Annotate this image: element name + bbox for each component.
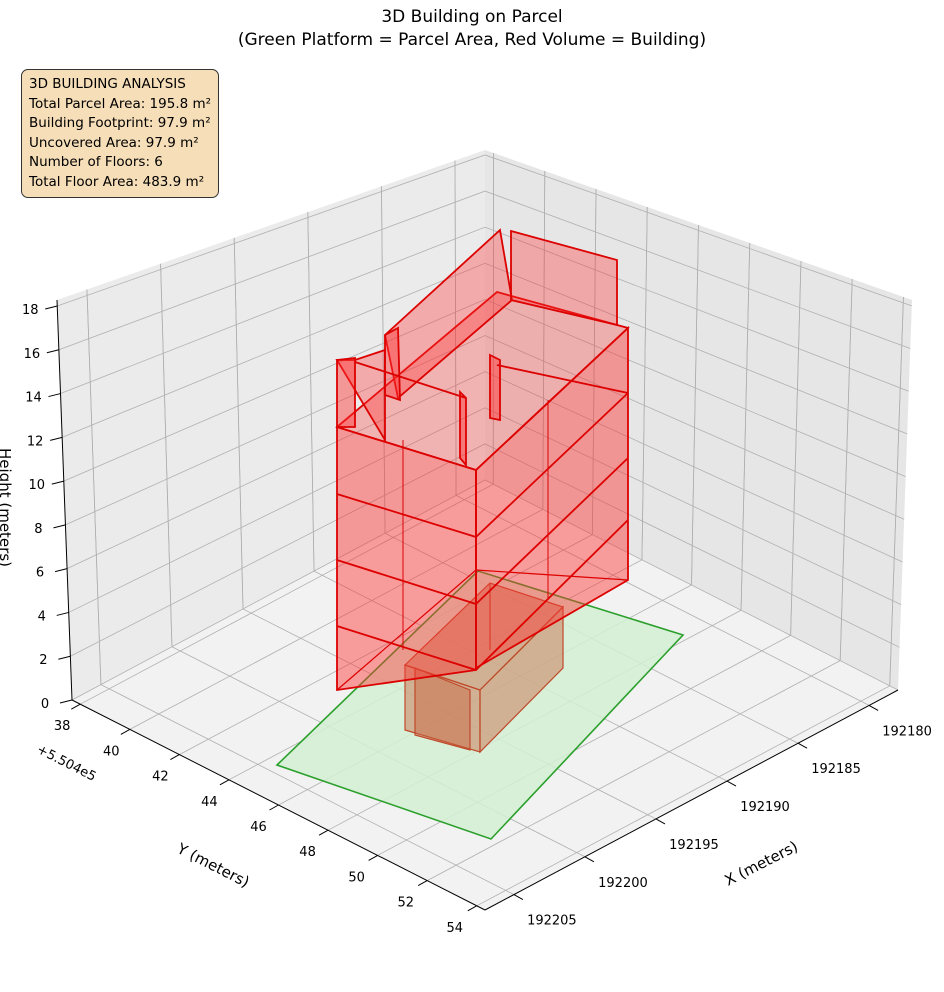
x-tick-label: 192190 xyxy=(740,800,790,815)
z-tick-label: 14 xyxy=(25,391,42,406)
y-vertical-gridline xyxy=(839,278,853,661)
x-tick-mark xyxy=(513,894,524,901)
x-tick-label: 192185 xyxy=(811,762,861,777)
left-back-pane xyxy=(57,150,485,700)
y-axis-line xyxy=(71,699,486,911)
z-tick-mark xyxy=(48,393,61,398)
x-axis-label: X (meters) xyxy=(722,837,801,889)
z-tick-label: 6 xyxy=(36,566,44,581)
y-tick-label: 44 xyxy=(201,795,218,810)
y-vertical-gridline xyxy=(740,242,751,611)
y-tick-mark xyxy=(368,854,378,861)
z-tick-label: 12 xyxy=(27,434,44,449)
x-vertical-gridline xyxy=(86,289,102,685)
x-tick-mark xyxy=(797,742,808,749)
z-gridline xyxy=(57,154,912,307)
x-vertical-gridline xyxy=(160,263,173,647)
z-tick-label: 4 xyxy=(38,609,46,624)
z-tick-label: 0 xyxy=(41,697,49,712)
info-floor-area: Total Floor Area: 483.9 m² xyxy=(29,173,205,190)
y-tick-label: 48 xyxy=(299,845,316,860)
z-axis-line xyxy=(56,299,73,701)
y-offset-label: +5.504e5 xyxy=(34,742,98,785)
x-tick-label: 192180 xyxy=(882,724,932,739)
x-tick-mark xyxy=(655,818,666,825)
y-axis-label: Y (meters) xyxy=(173,839,252,891)
y-tick-label: 40 xyxy=(103,744,120,759)
z-gridline xyxy=(68,407,902,613)
y-tick-label: 38 xyxy=(54,719,71,734)
z-tick-mark xyxy=(46,349,59,354)
x-vertical-gridline xyxy=(307,212,315,572)
y-tick-mark xyxy=(170,754,180,761)
x-tick-mark xyxy=(726,780,737,787)
axis-lines xyxy=(45,299,899,912)
z-tick-mark xyxy=(50,436,63,441)
x-vertical-gridline xyxy=(233,237,244,609)
info-footprint: Building Footprint: 97.9 m² xyxy=(29,115,211,131)
info-floors: Number of Floors: 6 xyxy=(29,154,163,170)
y-vertical-gridline xyxy=(691,224,699,586)
y-vertical-gridline xyxy=(889,296,904,686)
analysis-info-box: 3D BUILDING ANALYSIS Total Parcel Area: … xyxy=(21,69,220,198)
y-tick-label: 42 xyxy=(152,770,169,785)
y-tick-mark xyxy=(417,880,428,887)
y-tick-mark xyxy=(120,728,131,735)
z-tick-mark xyxy=(54,568,68,573)
z-gridline xyxy=(65,335,905,526)
z-gridline xyxy=(71,479,899,701)
z-tick-mark xyxy=(58,655,71,660)
z-tick-mark xyxy=(53,524,66,529)
y-vertical-gridline xyxy=(591,188,597,535)
y-vertical-gridline xyxy=(542,170,546,510)
y-vertical-gridline xyxy=(641,206,648,560)
z-gridline xyxy=(60,226,909,394)
y-tick-label: 52 xyxy=(397,896,414,911)
x-vertical-gridline xyxy=(381,186,386,534)
z-tick-mark xyxy=(56,611,69,616)
z-tick-mark xyxy=(59,699,73,704)
info-uncovered: Uncovered Area: 97.9 m² xyxy=(29,134,199,151)
info-heading: 3D BUILDING ANALYSIS xyxy=(29,76,186,92)
z-gridline xyxy=(58,190,911,351)
z-gridline xyxy=(61,262,908,438)
z-tick-mark xyxy=(51,480,64,485)
z-gridline xyxy=(63,298,906,482)
z-tick-label: 8 xyxy=(34,522,42,537)
z-gridline xyxy=(70,443,900,657)
y-tick-mark xyxy=(269,804,279,811)
tick-labels: 3840424446485052541921801921851921901921… xyxy=(22,303,932,936)
z-tick-label: 16 xyxy=(24,347,41,362)
z-gridline xyxy=(66,371,903,570)
x-tick-label: 192195 xyxy=(669,838,719,853)
y-tick-label: 46 xyxy=(250,820,267,835)
z-tick-label: 18 xyxy=(22,303,39,318)
z-axis-label: Height (meters) xyxy=(0,448,14,567)
y-tick-mark xyxy=(318,829,329,836)
y-vertical-gridline xyxy=(790,260,802,636)
building-volume xyxy=(335,228,630,692)
x-tick-mark xyxy=(868,704,879,711)
gridlines xyxy=(57,152,912,907)
z-tick-label: 2 xyxy=(39,653,47,668)
y-tick-mark xyxy=(219,779,230,786)
right-back-pane xyxy=(485,150,912,690)
z-tick-mark xyxy=(45,305,58,310)
info-parcel-area: Total Parcel Area: 195.8 m² xyxy=(29,95,212,112)
ground-block xyxy=(403,582,565,754)
x-tick-label: 192205 xyxy=(527,914,577,929)
x-tick-mark xyxy=(584,856,595,863)
y-tick-mark xyxy=(467,905,477,912)
y-tick-mark xyxy=(71,703,81,710)
y-tick-label: 54 xyxy=(447,921,464,936)
y-tick-label: 50 xyxy=(348,870,365,885)
x-tick-label: 192200 xyxy=(598,876,648,891)
chart-title-main: 3D Building on Parcel xyxy=(381,7,563,27)
z-tick-label: 10 xyxy=(29,478,46,493)
x-axis-line xyxy=(484,689,899,911)
chart-subtitle: (Green Platform = Parcel Area, Red Volum… xyxy=(237,30,707,50)
chart-title: 3D Building on Parcel (Green Platform = … xyxy=(0,6,944,52)
